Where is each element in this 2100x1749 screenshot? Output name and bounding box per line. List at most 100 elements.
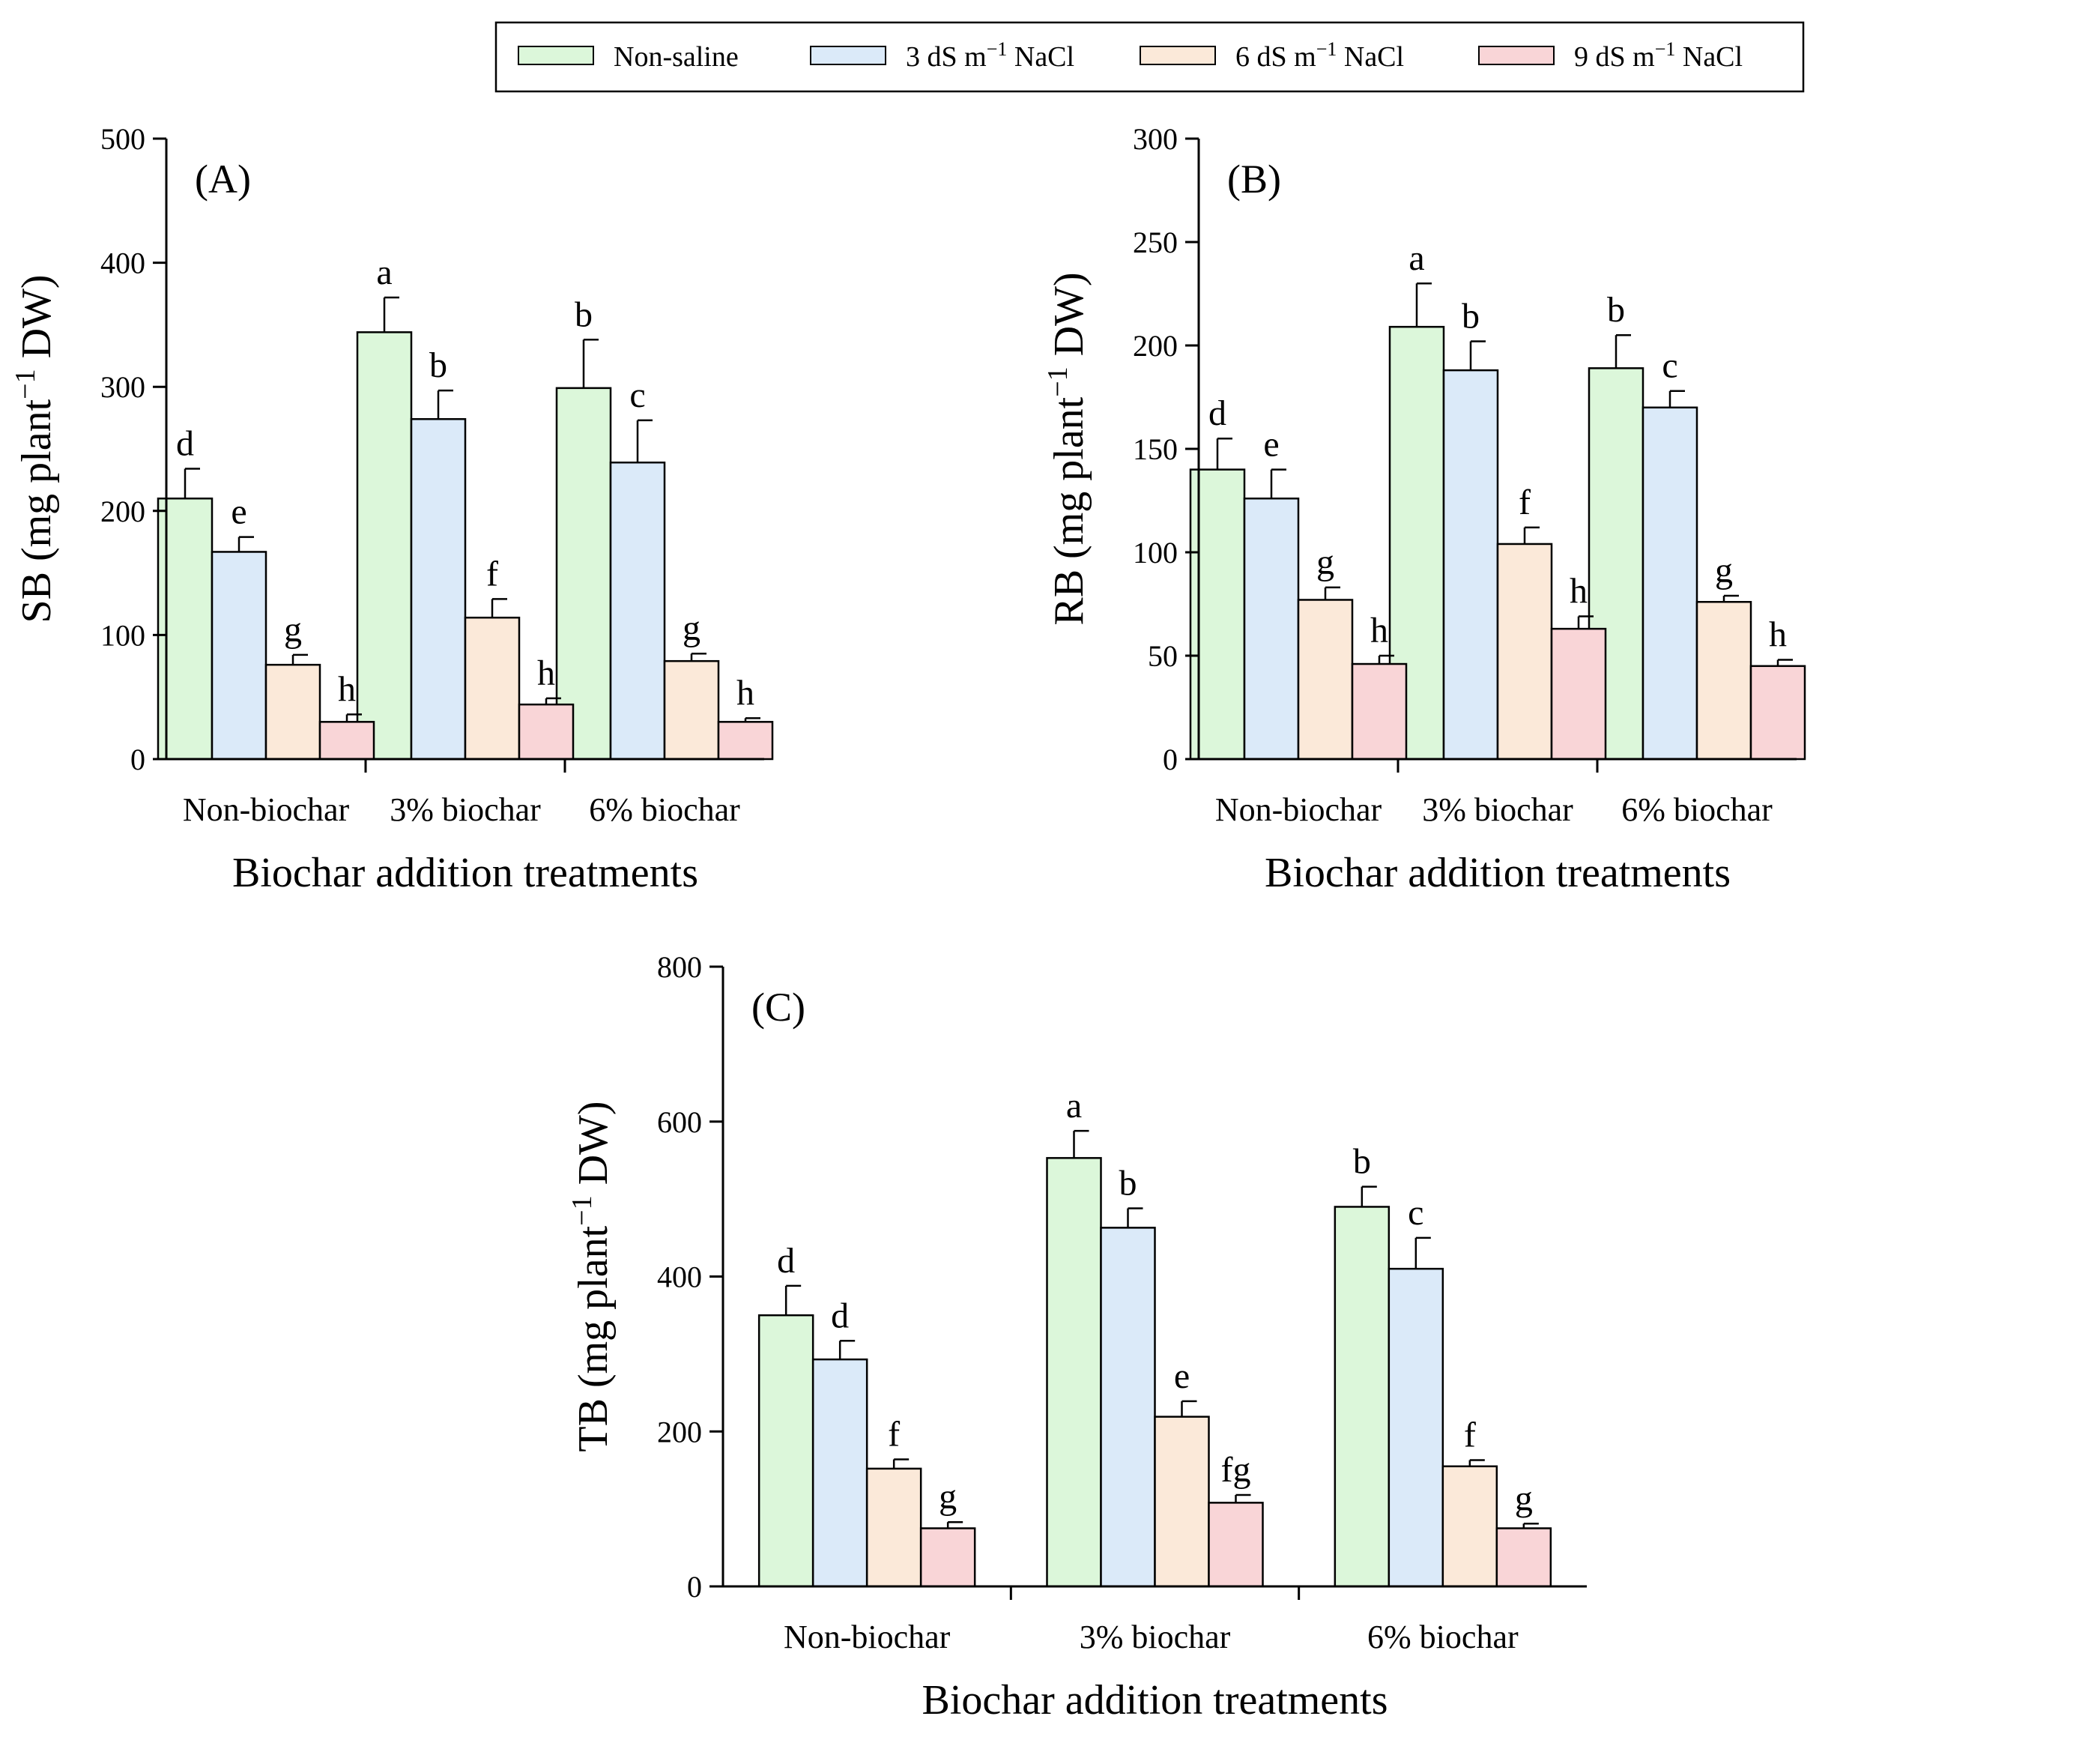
bar-non-saline-3 [1334,1206,1391,1588]
sig-letter-non-saline-1: d [777,1241,795,1281]
sig-letter-nacl-6-3: g [1715,551,1733,590]
bar-nacl-6-1 [1297,599,1354,761]
x-axis-title: Biochar addition treatments [922,1677,1388,1724]
sig-letter-nacl-3-3: c [1662,346,1677,386]
bar-nacl-3-2 [410,418,467,761]
bar-nacl-9-3 [1749,665,1806,761]
y-tick-label: 300 [1133,122,1178,156]
x-tick-label: Non-biochar [1215,791,1382,828]
bar-nacl-6-2 [464,616,521,761]
sig-letter-nacl-3-2: b [429,345,447,385]
sig-letter-nacl-6-2: e [1174,1356,1190,1396]
panel-label: (B) [1227,157,1281,202]
sig-letter-nacl-9-3: g [1515,1478,1533,1518]
sig-letter-nacl-3-1: e [231,492,246,532]
sig-letter-non-saline-3: b [1353,1142,1371,1182]
bar-nacl-3-2 [1100,1227,1156,1588]
bar-nacl-6-3 [1695,600,1752,761]
sig-letter-nacl-3-2: b [1119,1164,1137,1203]
sig-letter-non-saline-3: b [1607,290,1625,330]
x-tick-label: Non-biochar [784,1619,951,1655]
sig-letter-nacl-3-2: b [1462,296,1480,336]
bar-nacl-3-1 [1243,497,1300,761]
panel-label: (A) [195,157,251,202]
x-axis-title: Biochar addition treatments [1265,850,1731,896]
sig-letter-nacl-6-2: f [1519,483,1531,522]
bar-nacl-6-3 [1441,1465,1498,1588]
y-tick-label: 100 [1133,536,1178,570]
y-tick-label: 50 [1148,639,1178,673]
bar-nacl-9-1 [318,721,375,761]
y-tick-label: 0 [687,1570,702,1604]
y-tick-label: 100 [100,618,145,652]
y-tick-label: 0 [1163,743,1178,776]
sig-letter-non-saline-1: d [1208,393,1226,433]
x-tick-label: 6% biochar [1621,791,1773,828]
sig-letter-non-saline-1: d [176,423,194,463]
y-axis-title: SB (mg plant−1 DW) [10,274,60,623]
x-tick-label: 3% biochar [390,791,541,828]
bar-nacl-6-3 [663,659,720,761]
y-tick-label: 250 [1133,226,1178,259]
x-tick-label: 3% biochar [1080,1619,1231,1655]
bar-nacl-6-1 [865,1467,922,1588]
x-tick-label: Non-biochar [183,791,350,828]
sig-letter-nacl-9-2: h [1570,572,1588,611]
bar-nacl-6-2 [1496,543,1553,761]
bar-non-saline-3 [555,387,612,761]
legend-label-3: 6 dS m−1 NaCl [1235,38,1404,73]
y-tick-label: 200 [100,495,145,528]
sig-letter-nacl-6-3: g [683,608,700,648]
sig-letter-nacl-6-1: g [284,610,302,650]
legend-label-2: 3 dS m−1 NaCl [906,38,1074,73]
bar-nacl-3-3 [609,461,666,761]
sig-letter-non-saline-2: a [1066,1086,1082,1126]
y-tick-label: 800 [657,950,702,984]
y-tick-label: 300 [100,370,145,404]
x-tick-label: 6% biochar [1367,1619,1519,1655]
sig-letter-nacl-6-2: f [486,554,498,593]
bar-nacl-9-3 [717,721,774,761]
bar-nacl-9-2 [518,703,575,761]
sig-letter-nacl-9-2: fg [1221,1450,1251,1490]
sig-letter-nacl-6-1: g [1316,543,1334,582]
bar-nacl-9-3 [1495,1527,1552,1588]
bar-nacl-3-1 [211,551,267,761]
sig-letter-nacl-9-1: h [1370,611,1388,650]
y-tick-label: 500 [100,122,145,156]
sig-letter-non-saline-2: a [1408,238,1424,278]
sig-letter-nacl-6-1: f [888,1414,900,1454]
x-tick-label: 6% biochar [589,791,740,828]
bar-nacl-3-3 [1641,406,1698,761]
x-axis-title: Biochar addition treatments [232,850,698,896]
legend-swatch-1 [518,46,594,65]
bar-nacl-9-1 [1351,662,1408,761]
bar-non-saline-1 [757,1314,814,1588]
panel-label: (C) [751,985,805,1030]
bar-non-saline-2 [356,331,413,761]
panel-b: dabebcgfghhh050100150200250300Non-biocha… [1042,122,1806,896]
legend-label-1: Non-saline [614,41,739,73]
legend: Non-saline 3 dS m−1 NaCl 6 dS m−1 NaCl 9 dS… [494,21,1805,93]
sig-letter-nacl-9-3: h [736,673,754,713]
legend-swatch-3 [1140,46,1216,65]
bar-nacl-3-1 [811,1358,868,1588]
y-tick-label: 400 [657,1260,702,1294]
legend-label-4: 9 dS m−1 NaCl [1574,38,1743,73]
bar-nacl-3-2 [1442,369,1499,761]
x-tick-label: 3% biochar [1422,791,1573,828]
y-tick-label: 600 [657,1105,702,1139]
y-tick-label: 0 [130,743,145,776]
sig-letter-non-saline-3: b [575,294,593,334]
sig-letter-non-saline-2: a [376,253,392,292]
sig-letter-nacl-6-3: f [1464,1415,1476,1455]
y-tick-label: 400 [100,247,145,280]
legend-swatch-2 [810,46,886,65]
bar-non-saline-2 [1046,1157,1102,1588]
bar-nacl-3-3 [1388,1267,1444,1588]
sig-letter-nacl-3-1: d [831,1296,849,1335]
y-axis-title: RB (mg plant−1 DW) [1042,272,1092,625]
